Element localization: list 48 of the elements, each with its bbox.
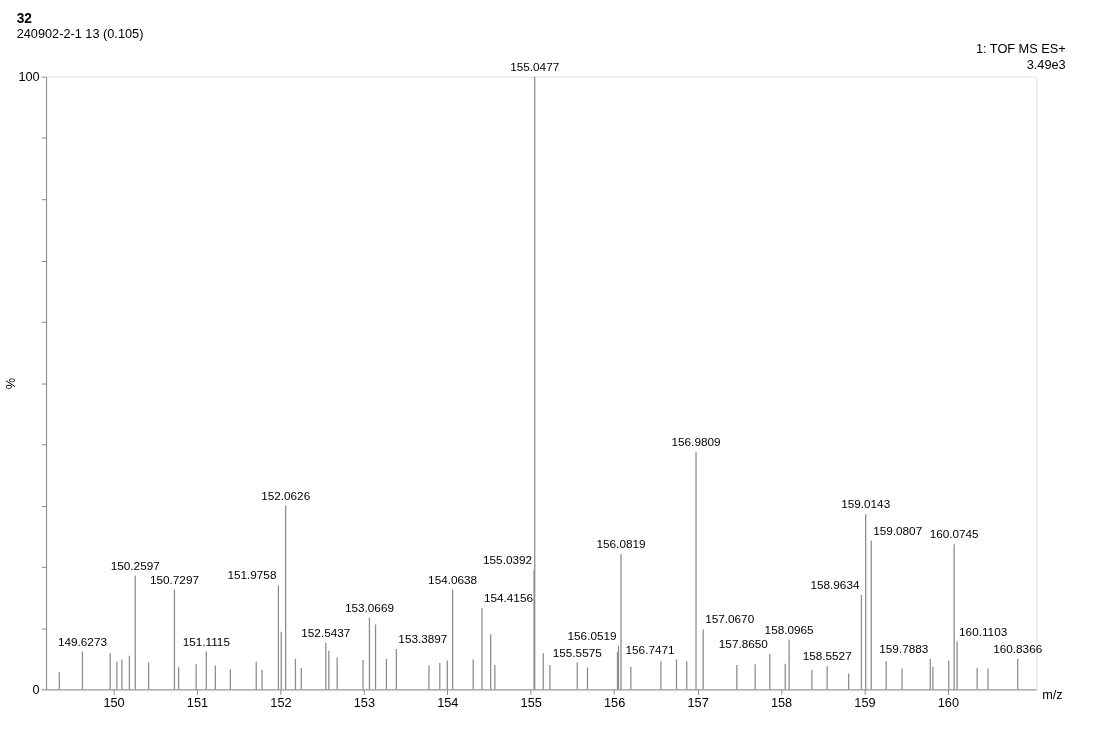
x-tick-label: 151 — [186, 694, 209, 710]
annotation: 160.1103 — [959, 624, 1008, 638]
annotation: 156.0519 — [567, 629, 617, 643]
annotation: 153.3897 — [398, 632, 448, 646]
chart-title: 32 — [16, 10, 33, 26]
annotation: 154.0638 — [428, 572, 478, 586]
annotation: 159.0143 — [841, 497, 891, 511]
text: 3.49e3 — [1026, 56, 1066, 72]
text: 1: TOF MS ES+ — [975, 41, 1066, 57]
x-tick-label: 152 — [270, 694, 292, 710]
annotation: 158.0965 — [764, 622, 815, 636]
annotation: 160.8366 — [993, 641, 1043, 655]
y-axis-title: % — [3, 377, 19, 390]
annotation: 151.1115 — [182, 634, 231, 648]
y-tick-label: 0 — [32, 681, 40, 697]
y-tick-label: 100 — [18, 69, 40, 85]
annotation: 158.9634 — [810, 578, 860, 592]
x-tick-label: 150 — [103, 694, 125, 710]
x-tick-label: 158 — [770, 694, 793, 710]
annotation: 152.5437 — [301, 625, 351, 639]
annotation: 156.7471 — [625, 642, 675, 656]
annotation: 156.9809 — [671, 435, 721, 449]
annotation: 159.7883 — [879, 641, 929, 655]
annotation: 157.8650 — [718, 636, 769, 650]
annotation: 151.9758 — [227, 568, 277, 582]
annotation: 155.0392 — [483, 553, 533, 567]
annotation: 155.0477 — [510, 59, 560, 73]
x-tick-label: 155 — [520, 694, 542, 710]
x-tick-label: 154 — [437, 694, 459, 710]
x-tick-label: 159 — [854, 694, 876, 710]
annotation: 149.6273 — [57, 634, 108, 648]
annotation: 155.5575 — [552, 645, 603, 659]
x-tick-label: 160 — [937, 694, 960, 710]
annotation: 156.0819 — [596, 537, 646, 551]
annotation: 160.0745 — [929, 527, 980, 541]
annotation: 158.5527 — [802, 649, 852, 663]
annotation: 150.2597 — [110, 558, 160, 572]
annotation: 152.0626 — [261, 488, 311, 502]
annotation: 154.4156 — [483, 591, 534, 605]
x-axis-title: m/z — [1042, 687, 1063, 703]
x-tick-label: 153 — [353, 694, 375, 710]
annotation: 150.7297 — [149, 572, 199, 586]
x-tick-label: 157 — [687, 694, 709, 710]
annotation: 159.0807 — [873, 523, 923, 537]
annotation: 157.0670 — [705, 612, 755, 626]
chart-subtitle: 240902-2-1 13 (0.105) — [16, 26, 144, 42]
annotation: 153.0669 — [344, 600, 394, 614]
x-tick-label: 156 — [604, 694, 626, 710]
